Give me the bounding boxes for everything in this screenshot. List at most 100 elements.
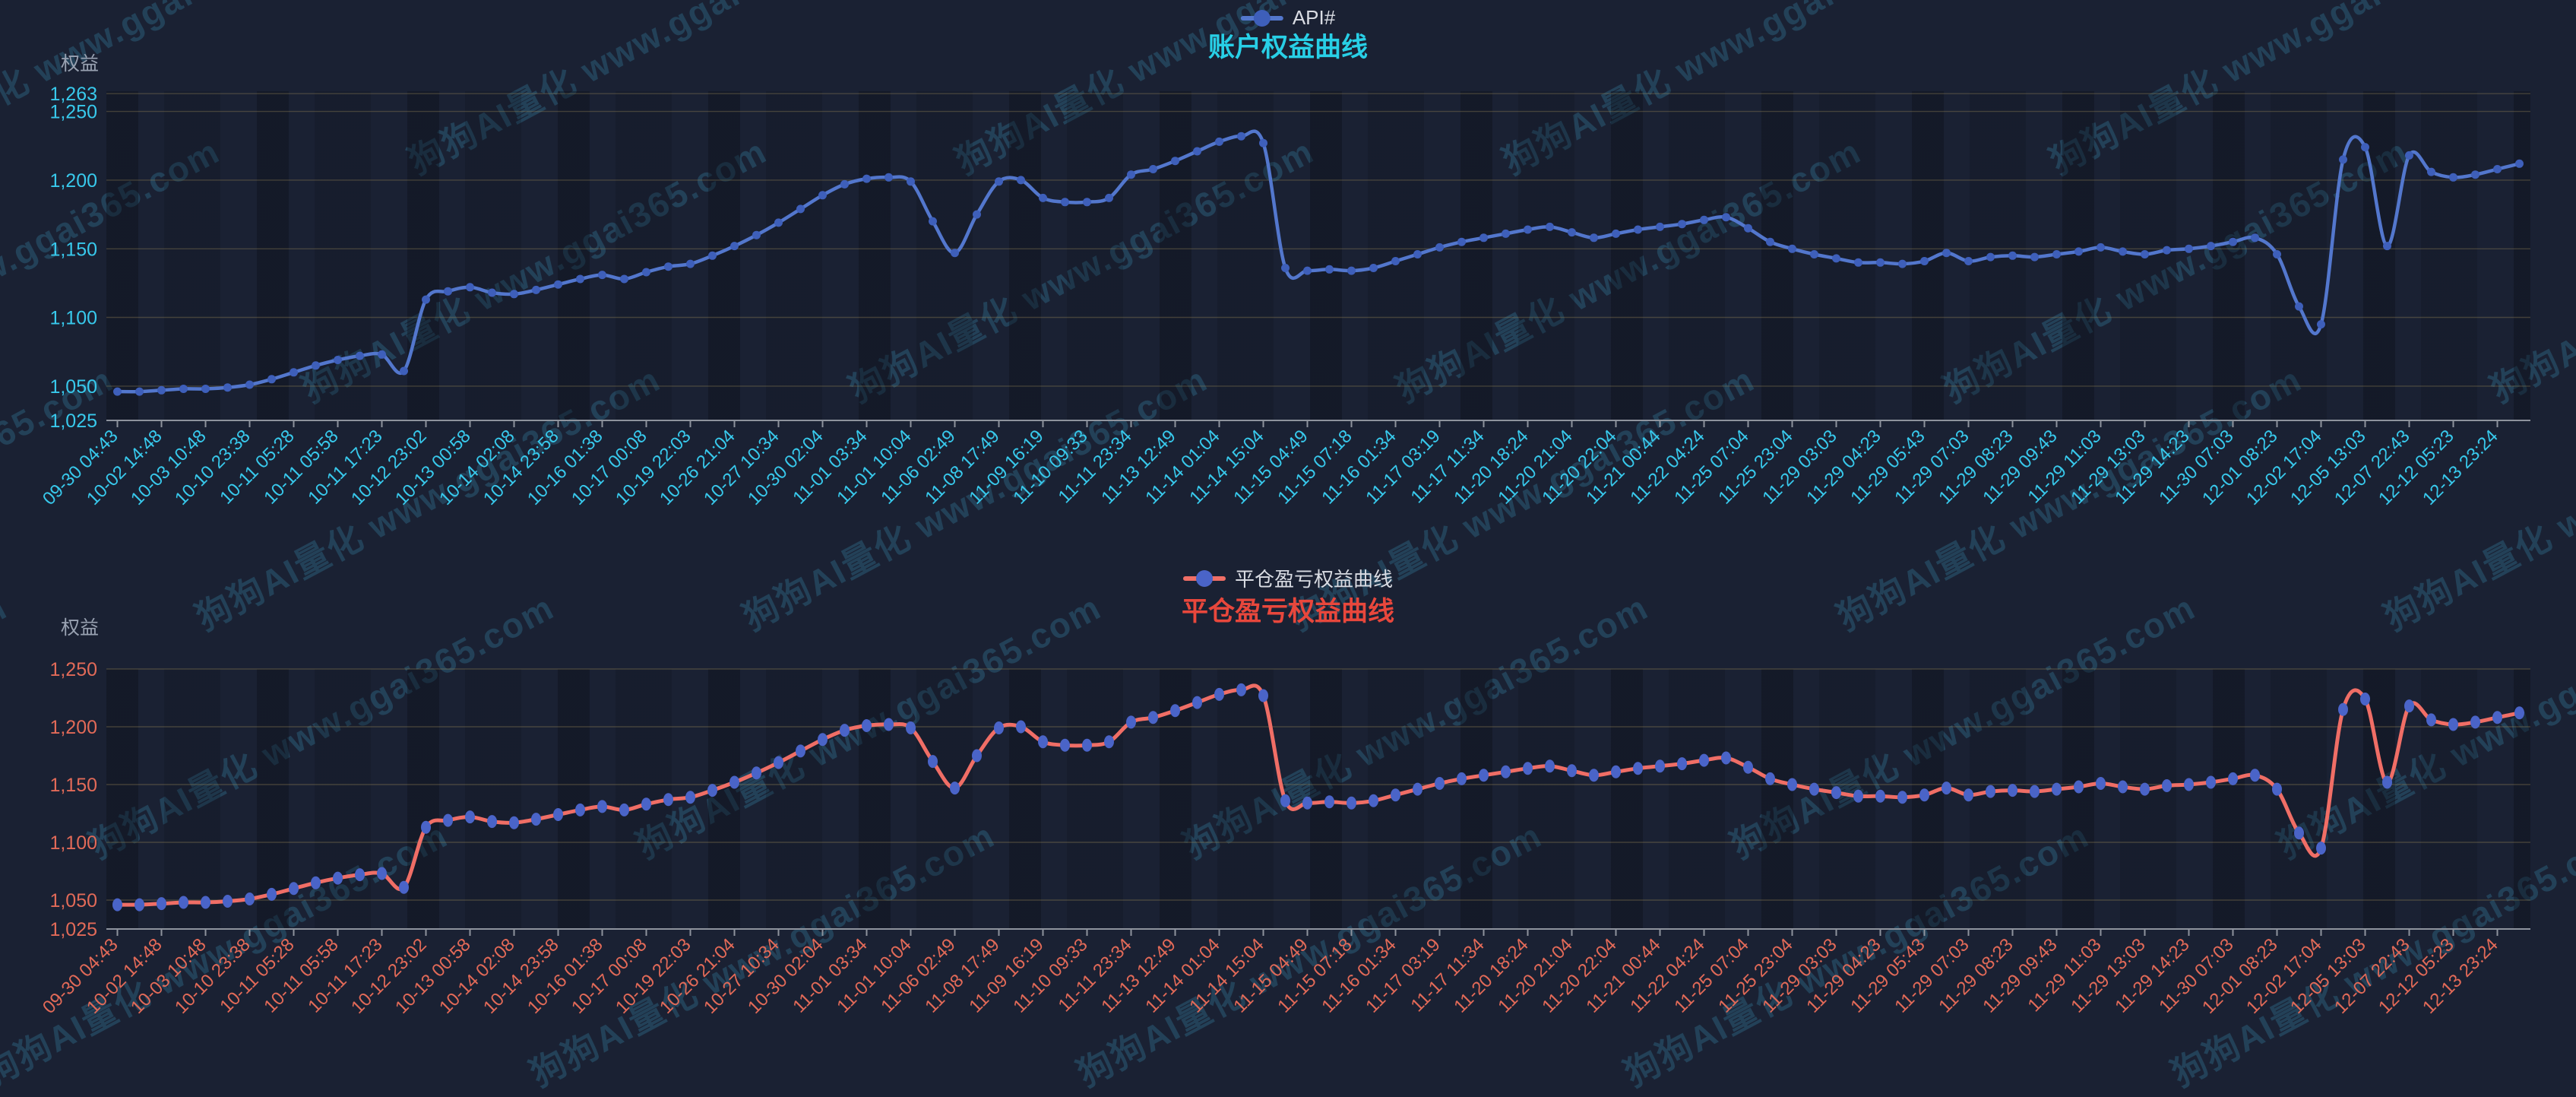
data-point[interactable] — [1502, 229, 1510, 238]
data-point[interactable] — [641, 797, 651, 811]
data-point[interactable] — [1677, 757, 1687, 771]
data-point[interactable] — [1214, 687, 1224, 701]
data-point[interactable] — [1171, 157, 1179, 166]
data-point[interactable] — [664, 262, 672, 271]
data-point[interactable] — [685, 791, 695, 804]
data-point[interactable] — [1546, 222, 1554, 231]
data-point[interactable] — [1590, 233, 1598, 243]
data-point[interactable] — [1016, 720, 1026, 734]
data-point[interactable] — [179, 385, 188, 393]
data-point[interactable] — [1193, 147, 1201, 156]
data-point[interactable] — [729, 775, 739, 789]
data-point[interactable] — [1148, 711, 1158, 724]
data-point[interactable] — [1391, 788, 1400, 802]
data-point[interactable] — [2405, 151, 2413, 160]
data-point[interactable] — [950, 782, 960, 795]
data-point[interactable] — [1765, 772, 1775, 785]
data-point[interactable] — [1523, 762, 1533, 775]
data-point[interactable] — [135, 387, 144, 396]
data-point[interactable] — [2228, 772, 2238, 785]
data-point[interactable] — [1347, 266, 1356, 275]
data-point[interactable] — [245, 893, 255, 905]
data-point[interactable] — [2162, 779, 2172, 792]
data-point[interactable] — [1678, 220, 1686, 229]
data-point[interactable] — [2141, 250, 2149, 258]
data-point[interactable] — [134, 898, 144, 912]
data-point[interactable] — [907, 177, 915, 186]
data-point[interactable] — [2273, 250, 2281, 258]
data-point[interactable] — [2338, 702, 2348, 716]
data-point[interactable] — [2360, 693, 2370, 705]
data-point[interactable] — [1611, 765, 1621, 778]
data-point[interactable] — [334, 356, 342, 364]
data-point[interactable] — [1919, 788, 1929, 802]
data-point[interactable] — [1170, 704, 1180, 718]
data-point[interactable] — [289, 882, 299, 896]
data-point[interactable] — [201, 385, 210, 393]
data-point[interactable] — [1744, 224, 1752, 233]
data-point[interactable] — [1633, 762, 1643, 775]
data-point[interactable] — [290, 368, 298, 377]
data-point[interactable] — [1104, 735, 1114, 749]
data-point[interactable] — [752, 230, 761, 239]
data-point[interactable] — [201, 896, 210, 909]
data-point[interactable] — [1743, 760, 1753, 774]
data-point[interactable] — [1259, 138, 1267, 147]
data-point[interactable] — [1853, 789, 1863, 803]
data-point[interactable] — [223, 383, 232, 392]
data-point[interactable] — [972, 749, 982, 763]
data-point[interactable] — [466, 283, 474, 292]
data-point[interactable] — [1766, 237, 1774, 246]
data-point[interactable] — [840, 724, 850, 737]
data-point[interactable] — [2184, 778, 2194, 791]
data-point[interactable] — [1897, 791, 1907, 804]
data-point[interactable] — [532, 285, 540, 294]
data-point[interactable] — [2030, 785, 2040, 798]
data-point[interactable] — [1126, 715, 1136, 729]
data-point[interactable] — [796, 204, 805, 214]
data-point[interactable] — [1457, 772, 1467, 785]
data-point[interactable] — [2250, 769, 2260, 782]
data-point[interactable] — [1612, 229, 1620, 238]
data-point[interactable] — [2317, 320, 2325, 329]
data-point[interactable] — [1038, 735, 1048, 749]
data-point[interactable] — [2008, 784, 2017, 797]
data-point[interactable] — [928, 755, 938, 769]
legend-closed-pnl[interactable]: 平仓盈亏权益曲线 — [1182, 564, 1393, 592]
data-point[interactable] — [311, 876, 321, 889]
data-point[interactable] — [400, 366, 408, 376]
data-point[interactable] — [620, 274, 628, 284]
data-point[interactable] — [1281, 264, 1290, 272]
data-point[interactable] — [2514, 706, 2524, 720]
data-point[interactable] — [642, 268, 650, 277]
data-point[interactable] — [2471, 170, 2479, 179]
data-point[interactable] — [1634, 225, 1642, 234]
data-point[interactable] — [356, 351, 364, 360]
data-point[interactable] — [1501, 765, 1511, 778]
data-point[interactable] — [2448, 718, 2458, 731]
data-point[interactable] — [1435, 243, 1444, 252]
data-point[interactable] — [1942, 249, 1951, 258]
data-point[interactable] — [1920, 257, 1929, 265]
data-point[interactable] — [2052, 250, 2061, 258]
data-point[interactable] — [1082, 738, 1092, 752]
data-point[interactable] — [951, 249, 959, 258]
plots-canvas[interactable]: 1,2631,2501,2001,1501,1001,0501,02509-30… — [0, 0, 2576, 1034]
data-point[interactable] — [1017, 176, 1025, 185]
data-point[interactable] — [1391, 257, 1400, 265]
data-point[interactable] — [774, 756, 783, 769]
data-point[interactable] — [2030, 252, 2039, 262]
data-point[interactable] — [1413, 782, 1422, 796]
data-point[interactable] — [1568, 228, 1576, 237]
data-point[interactable] — [2361, 143, 2369, 152]
data-point[interactable] — [1941, 782, 1951, 795]
data-point[interactable] — [422, 295, 430, 304]
data-point[interactable] — [598, 271, 606, 280]
data-point[interactable] — [906, 721, 916, 734]
data-point[interactable] — [2382, 775, 2392, 789]
data-point[interactable] — [2316, 842, 2326, 855]
data-point[interactable] — [2294, 826, 2304, 840]
data-point[interactable] — [377, 867, 387, 880]
data-point[interactable] — [576, 274, 584, 284]
data-point[interactable] — [444, 287, 452, 296]
